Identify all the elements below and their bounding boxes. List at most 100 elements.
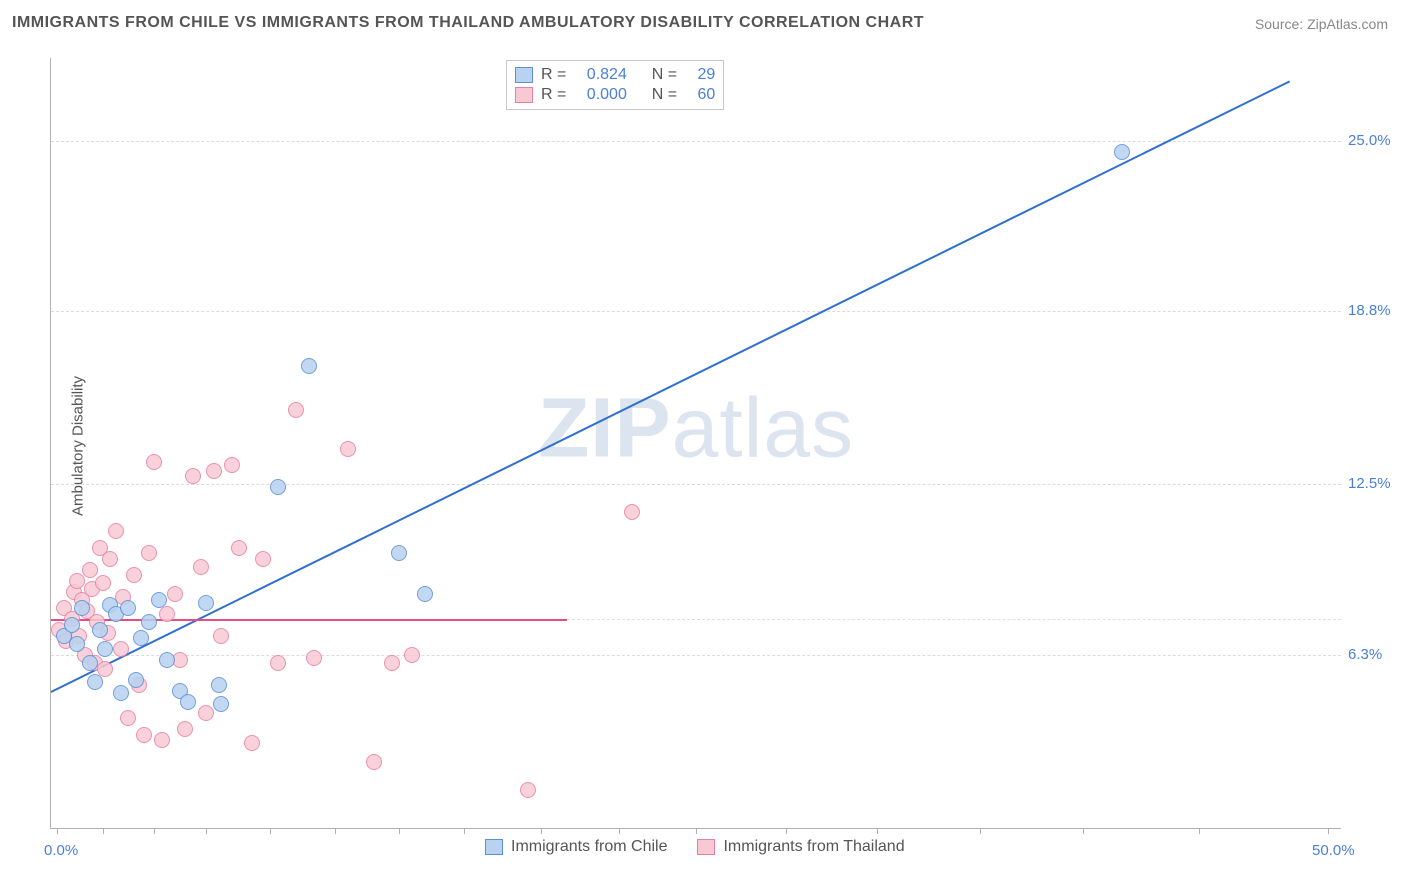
point-chile: [133, 630, 149, 646]
r-label: R =: [541, 86, 566, 104]
n-value: 29: [698, 66, 716, 84]
chart-title: IMMIGRANTS FROM CHILE VS IMMIGRANTS FROM…: [12, 14, 924, 32]
n-value: 60: [698, 86, 716, 104]
legend-item-chile: Immigrants from Chile: [485, 838, 667, 856]
point-chile: [87, 674, 103, 690]
x-tick: [619, 828, 620, 834]
point-thailand: [244, 735, 260, 751]
point-thailand: [520, 782, 536, 798]
n-label: N =: [652, 86, 677, 104]
point-chile: [417, 586, 433, 602]
y-tick-label: 25.0%: [1348, 132, 1391, 149]
series-legend: Immigrants from Chile Immigrants from Tha…: [485, 838, 905, 856]
point-thailand: [224, 457, 240, 473]
x-tick: [1083, 828, 1084, 834]
point-chile: [113, 685, 129, 701]
point-chile: [128, 672, 144, 688]
r-value: 0.824: [587, 66, 627, 84]
x-tick: [154, 828, 155, 834]
point-thailand: [404, 647, 420, 663]
chart-plot-area: ZIPatlas R = 0.824 N = 29R = 0.000 N = 6…: [50, 58, 1341, 829]
x-tick: [399, 828, 400, 834]
point-thailand: [136, 727, 152, 743]
point-chile: [211, 677, 227, 693]
point-thailand: [146, 454, 162, 470]
point-thailand: [270, 655, 286, 671]
x-tick: [877, 828, 878, 834]
point-chile: [74, 600, 90, 616]
x-tick: [206, 828, 207, 834]
point-thailand: [141, 545, 157, 561]
stats-row-chile: R = 0.824 N = 29: [515, 65, 715, 85]
point-chile: [391, 545, 407, 561]
swatch-chile: [485, 839, 503, 855]
point-thailand: [69, 573, 85, 589]
gridline: [51, 141, 1341, 142]
point-chile: [159, 652, 175, 668]
regression-line-chile: [51, 80, 1290, 692]
point-thailand: [231, 540, 247, 556]
x-tick: [270, 828, 271, 834]
point-thailand: [306, 650, 322, 666]
point-thailand: [82, 562, 98, 578]
point-thailand: [177, 721, 193, 737]
x-tick: [786, 828, 787, 834]
swatch-thailand: [515, 87, 533, 103]
point-chile: [213, 696, 229, 712]
x-tick: [980, 828, 981, 834]
y-tick-label: 12.5%: [1348, 475, 1391, 492]
r-label: R =: [541, 66, 566, 84]
legend-label: Immigrants from Thailand: [723, 838, 904, 856]
point-chile: [92, 622, 108, 638]
source-label: Source: ZipAtlas.com: [1255, 16, 1388, 32]
x-tick: [335, 828, 336, 834]
point-thailand: [198, 705, 214, 721]
point-thailand: [340, 441, 356, 457]
gridline: [51, 311, 1341, 312]
point-thailand: [113, 641, 129, 657]
point-thailand: [185, 468, 201, 484]
point-chile: [97, 641, 113, 657]
point-thailand: [159, 606, 175, 622]
gridline: [51, 484, 1341, 485]
point-thailand: [384, 655, 400, 671]
point-chile: [198, 595, 214, 611]
swatch-thailand: [697, 839, 715, 855]
point-chile: [151, 592, 167, 608]
y-tick-label: 18.8%: [1348, 302, 1391, 319]
point-chile: [120, 600, 136, 616]
point-chile: [1114, 144, 1130, 160]
y-tick-label: 6.3%: [1348, 646, 1382, 663]
r-value: 0.000: [587, 86, 627, 104]
x-start-label: 0.0%: [44, 842, 78, 859]
x-tick: [1328, 828, 1329, 834]
point-chile: [180, 694, 196, 710]
point-thailand: [366, 754, 382, 770]
point-chile: [301, 358, 317, 374]
point-thailand: [154, 732, 170, 748]
point-chile: [141, 614, 157, 630]
legend-label: Immigrants from Chile: [511, 838, 667, 856]
point-thailand: [97, 661, 113, 677]
point-thailand: [213, 628, 229, 644]
stats-legend: R = 0.824 N = 29R = 0.000 N = 60: [506, 60, 724, 110]
point-thailand: [126, 567, 142, 583]
point-thailand: [167, 586, 183, 602]
x-tick: [696, 828, 697, 834]
swatch-chile: [515, 67, 533, 83]
regression-line-thailand: [51, 619, 567, 621]
point-thailand: [108, 523, 124, 539]
point-thailand: [206, 463, 222, 479]
point-chile: [64, 617, 80, 633]
legend-item-thailand: Immigrants from Thailand: [697, 838, 904, 856]
point-thailand: [102, 551, 118, 567]
point-chile: [270, 479, 286, 495]
stats-row-thailand: R = 0.000 N = 60: [515, 85, 715, 105]
x-tick: [464, 828, 465, 834]
x-tick: [103, 828, 104, 834]
point-chile: [82, 655, 98, 671]
point-thailand: [95, 575, 111, 591]
point-thailand: [193, 559, 209, 575]
point-thailand: [120, 710, 136, 726]
gridline: [51, 655, 1341, 656]
